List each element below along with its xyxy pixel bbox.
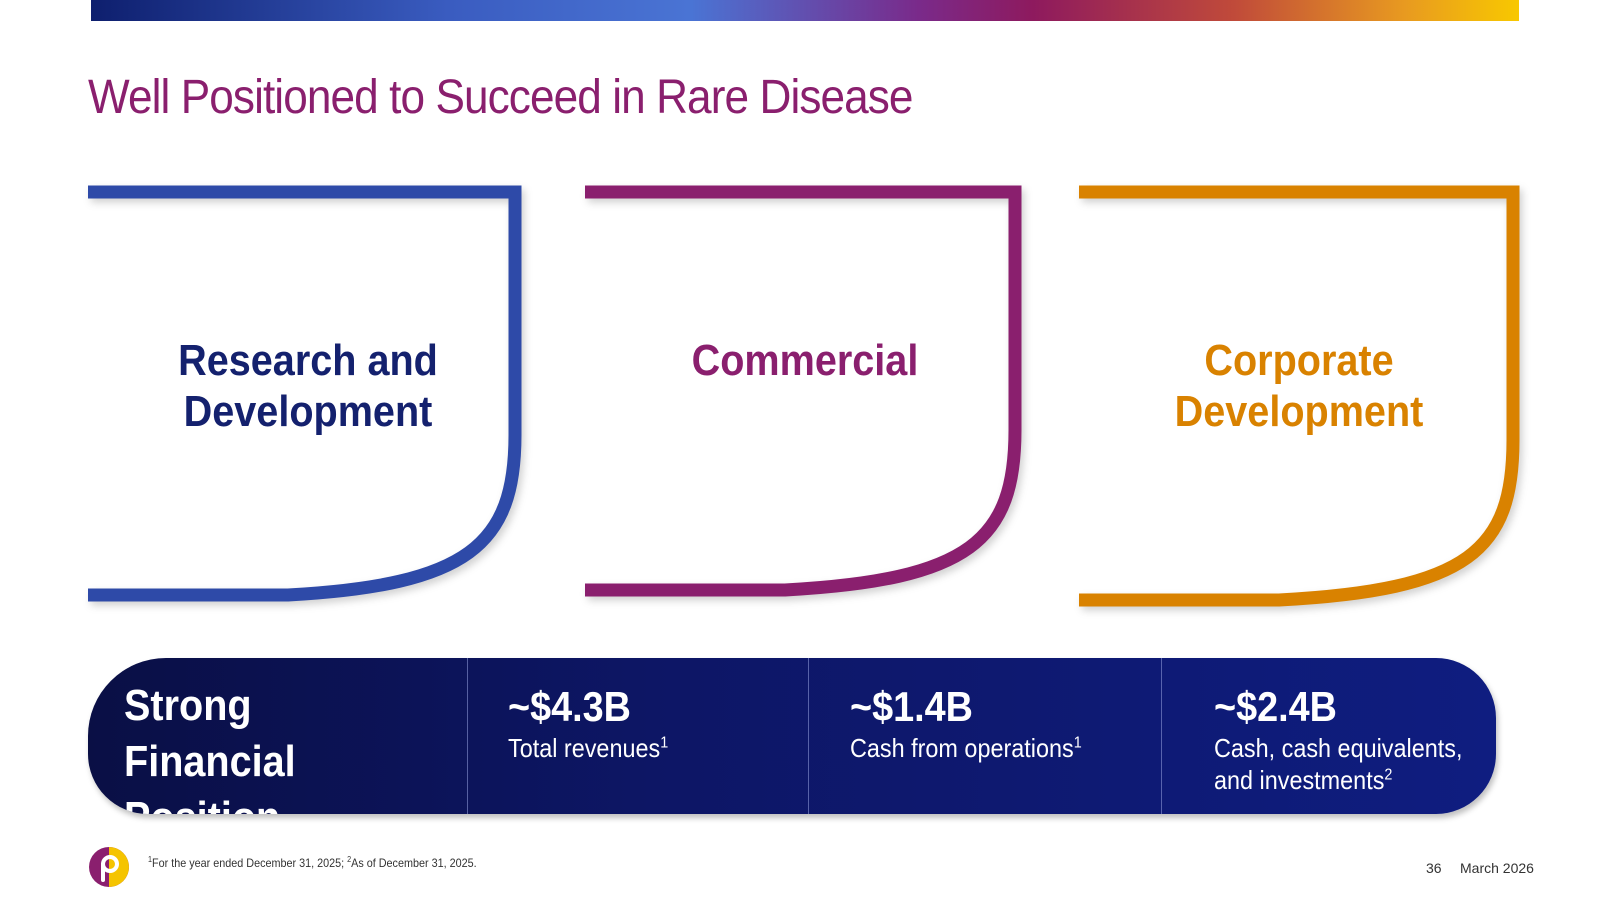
pillar-label-commercial: Commercial [607,335,1003,386]
card-frame-commercial [585,185,1022,597]
stat-cash-from-operations: ~$1.4B Cash from operations1 [850,682,1082,764]
footnote-text: As of December 31, 2025. [351,856,477,870]
footnote-marker: 1 [148,855,153,864]
stat-desc-text: Cash from operations [850,733,1074,763]
financial-label-line1: Strong Financial [124,681,296,786]
stat-total-revenues: ~$4.3B Total revenues1 [508,682,668,764]
card-frame-corporate [1079,185,1520,607]
financial-divider [467,658,468,814]
page-title: Well Positioned to Succeed in Rare Disea… [88,71,913,124]
pillar-label-corporate-line1: Corporate [1204,336,1394,385]
stat-description-line2: and investments2 [1214,764,1462,796]
footnote-marker: 1 [1073,734,1082,752]
pillar-label-corporate: Corporate Development [1101,335,1497,437]
pillar-card-commercial: Commercial [585,185,1025,615]
stat-description: Total revenues1 [508,732,668,764]
pillar-card-corporate-development: Corporate Development [1079,185,1520,615]
stat-desc-text: and investments [1214,765,1385,795]
pillar-label-rd-line2: Development [183,387,433,436]
pillar-label-commercial-line1: Commercial [691,336,919,385]
financial-position-bar: Strong Financial Position ~$4.3B Total r… [88,658,1496,814]
stat-value: ~$4.3B [508,683,631,730]
pillar-card-research-development: Research and Development [88,185,528,615]
card-frame-rd [88,185,522,602]
footnote: 1For the year ended December 31, 2025; 2… [148,855,477,871]
presentation-date: March 2026 [1460,860,1534,876]
pillar-label-rd: Research and Development [110,335,506,437]
top-gradient-bar [91,0,1519,21]
financial-position-label: Strong Financial Position [124,678,430,814]
footnote-marker: 2 [347,855,352,864]
stat-description: Cash from operations1 [850,732,1082,764]
financial-label-line2: Position [124,790,430,814]
financial-divider [1161,658,1162,814]
footnote-text: For the year ended December 31, 2025; [152,856,348,870]
page-number: 36 [1426,860,1442,876]
footnote-marker: 2 [1384,766,1393,784]
financial-divider [808,658,809,814]
stat-cash-equivalents-investments: ~$2.4B Cash, cash equivalents, and inves… [1214,682,1462,796]
stat-value: ~$2.4B [1214,683,1337,730]
pillar-label-corporate-line2: Development [1174,387,1424,436]
stat-value: ~$1.4B [850,683,973,730]
company-logo-icon [88,846,130,893]
stat-desc-text: Cash, cash equivalents, [1214,733,1463,763]
pillar-label-rd-line1: Research and [178,336,438,385]
footnote-marker: 1 [660,734,669,752]
stat-desc-text: Total revenues [508,733,661,763]
stat-description: Cash, cash equivalents, [1214,732,1462,764]
